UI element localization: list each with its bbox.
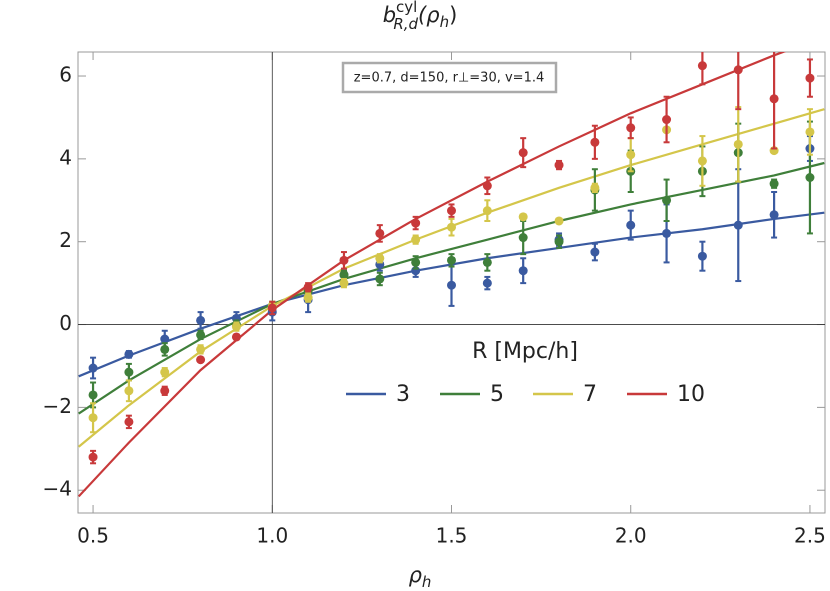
data-point — [554, 160, 564, 170]
data-point — [626, 123, 636, 133]
annotation: z=0.7, d=150, r⊥=30, v=1.4 — [354, 71, 545, 86]
data-point — [124, 367, 134, 377]
title-sup: cyl — [396, 0, 417, 16]
data-point — [411, 218, 421, 228]
data-point — [231, 332, 241, 342]
data-point — [626, 220, 636, 230]
data-point — [697, 61, 707, 71]
data-point — [590, 137, 600, 147]
data-point — [590, 247, 600, 257]
fit-line — [78, 161, 825, 415]
title-part: (ρ — [418, 3, 440, 27]
data-point — [375, 253, 385, 263]
data-point — [590, 183, 600, 193]
data-point — [411, 235, 421, 245]
data-point — [518, 212, 528, 222]
x-tick-label: 0.5 — [77, 524, 109, 548]
data-point — [482, 278, 492, 288]
x-tick-label: 2.0 — [615, 524, 647, 548]
data-point — [160, 334, 170, 344]
legend-label: 5 — [490, 382, 504, 407]
x-label-part: ρ — [409, 563, 423, 587]
data-point — [231, 322, 241, 332]
data-point — [196, 355, 206, 365]
data-point — [733, 139, 743, 149]
x-tick-label: 1.0 — [256, 524, 288, 548]
data-point — [482, 181, 492, 191]
data-point — [518, 266, 528, 276]
data-point — [554, 216, 564, 226]
title-sub: h — [440, 13, 450, 31]
data-point — [662, 195, 672, 205]
data-point — [697, 251, 707, 261]
data-point — [626, 150, 636, 160]
x-tick-label: 2.5 — [794, 524, 826, 548]
plot-area — [78, 52, 825, 498]
data-point — [769, 94, 779, 104]
data-point — [518, 148, 528, 158]
data-point — [124, 417, 134, 427]
data-point — [124, 386, 134, 396]
data-point — [805, 73, 815, 83]
data-point — [447, 222, 456, 232]
data-point — [124, 349, 134, 359]
data-point — [88, 363, 98, 373]
data-point — [482, 206, 492, 216]
data-point — [482, 257, 492, 267]
data-point — [805, 173, 815, 183]
data-point — [769, 210, 779, 220]
data-point — [160, 386, 170, 396]
data-point — [447, 280, 456, 290]
x-label-sub: h — [422, 573, 432, 591]
data-point — [518, 233, 528, 243]
y-tick-label: 6 — [59, 63, 72, 87]
data-point — [88, 390, 98, 400]
data-point — [554, 237, 564, 247]
chart-title: bcyl R,d(ρh) — [383, 0, 458, 33]
data-point — [88, 413, 98, 423]
data-point — [375, 228, 385, 238]
data-point — [339, 278, 349, 288]
x-tick-label: 1.5 — [436, 524, 468, 548]
legend-label: 10 — [677, 382, 705, 407]
y-tick-label: 0 — [59, 311, 72, 335]
data-point — [160, 367, 170, 377]
x-axis-label: ρh — [409, 563, 432, 591]
data-point — [267, 303, 277, 313]
data-point — [733, 220, 743, 230]
data-point — [733, 65, 743, 75]
data-point — [769, 179, 779, 189]
data-point — [447, 255, 456, 265]
data-point — [196, 330, 206, 340]
data-point — [303, 293, 313, 303]
annotation-box — [341, 61, 558, 94]
data-point — [88, 452, 98, 462]
data-point — [196, 344, 206, 354]
data-point — [339, 270, 349, 280]
data-point — [662, 228, 672, 238]
legend-title: R [Mpc/h] — [472, 339, 578, 364]
fit-line — [78, 52, 787, 498]
legend-label: 7 — [583, 382, 597, 407]
data-point — [697, 156, 707, 166]
legend-label: 3 — [396, 382, 410, 407]
title-sub: R,d — [393, 15, 418, 33]
title-part: ) — [449, 3, 457, 27]
y-tick-label: −4 — [43, 477, 72, 501]
data-point — [196, 315, 206, 325]
y-tick-label: 2 — [59, 228, 72, 252]
data-point — [303, 282, 313, 292]
y-tick-label: −2 — [43, 394, 72, 418]
data-point — [662, 115, 672, 125]
data-point — [447, 206, 456, 216]
y-tick-label: 4 — [59, 145, 72, 169]
data-point — [411, 257, 421, 267]
title-part: b — [383, 3, 396, 27]
data-point — [339, 255, 349, 265]
data-point — [375, 274, 385, 284]
data-point — [805, 127, 815, 137]
data-point — [160, 344, 170, 354]
